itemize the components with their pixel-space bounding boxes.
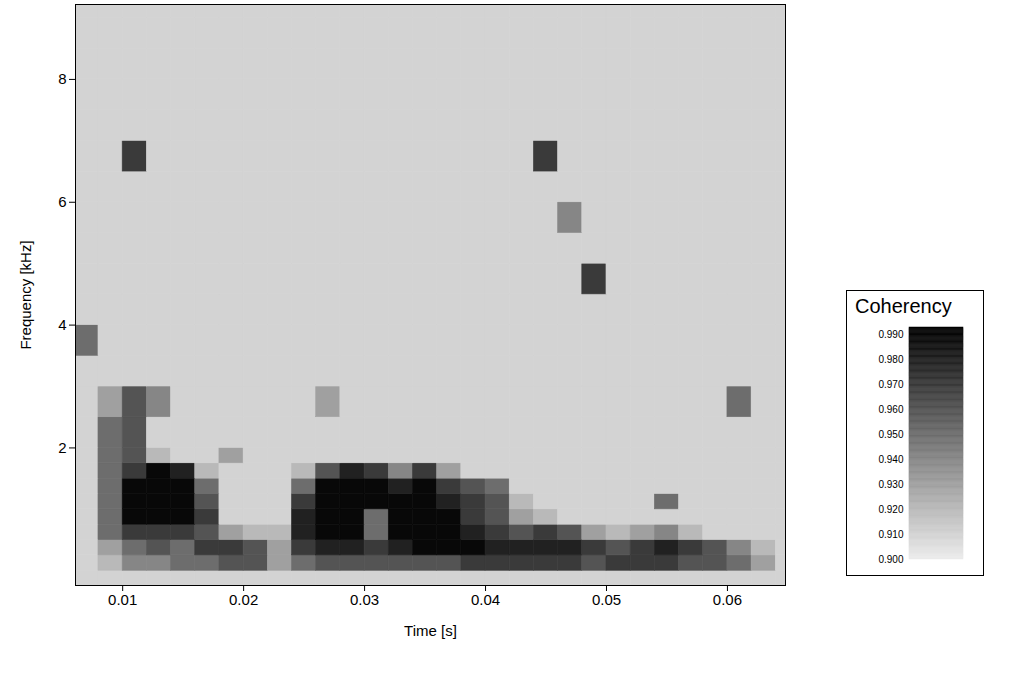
svg-text:0.04: 0.04 xyxy=(471,591,500,608)
svg-text:0.02: 0.02 xyxy=(229,591,258,608)
svg-text:0.910: 0.910 xyxy=(878,529,903,540)
svg-text:4: 4 xyxy=(58,316,66,333)
svg-text:Frequency [kHz]: Frequency [kHz] xyxy=(17,240,34,349)
svg-text:0.900: 0.900 xyxy=(878,554,903,565)
svg-text:0.970: 0.970 xyxy=(878,379,903,390)
svg-text:0.01: 0.01 xyxy=(108,591,137,608)
svg-text:0.940: 0.940 xyxy=(878,454,903,465)
svg-text:0.950: 0.950 xyxy=(878,429,903,440)
svg-text:2: 2 xyxy=(58,439,66,456)
svg-text:0.03: 0.03 xyxy=(350,591,379,608)
html-text:Coherency: Coherency xyxy=(855,295,952,317)
svg-text:0.05: 0.05 xyxy=(592,591,621,608)
svg-text:0.920: 0.920 xyxy=(878,504,903,515)
svg-text:0.980: 0.980 xyxy=(878,354,903,365)
svg-text:0.990: 0.990 xyxy=(878,329,903,340)
svg-text:Time [s]: Time [s] xyxy=(404,622,457,639)
svg-text:6: 6 xyxy=(58,193,66,210)
svg-text:0.930: 0.930 xyxy=(878,479,903,490)
svg-text:0.960: 0.960 xyxy=(878,404,903,415)
svg-text:8: 8 xyxy=(58,70,66,87)
svg-text:0.06: 0.06 xyxy=(713,591,742,608)
